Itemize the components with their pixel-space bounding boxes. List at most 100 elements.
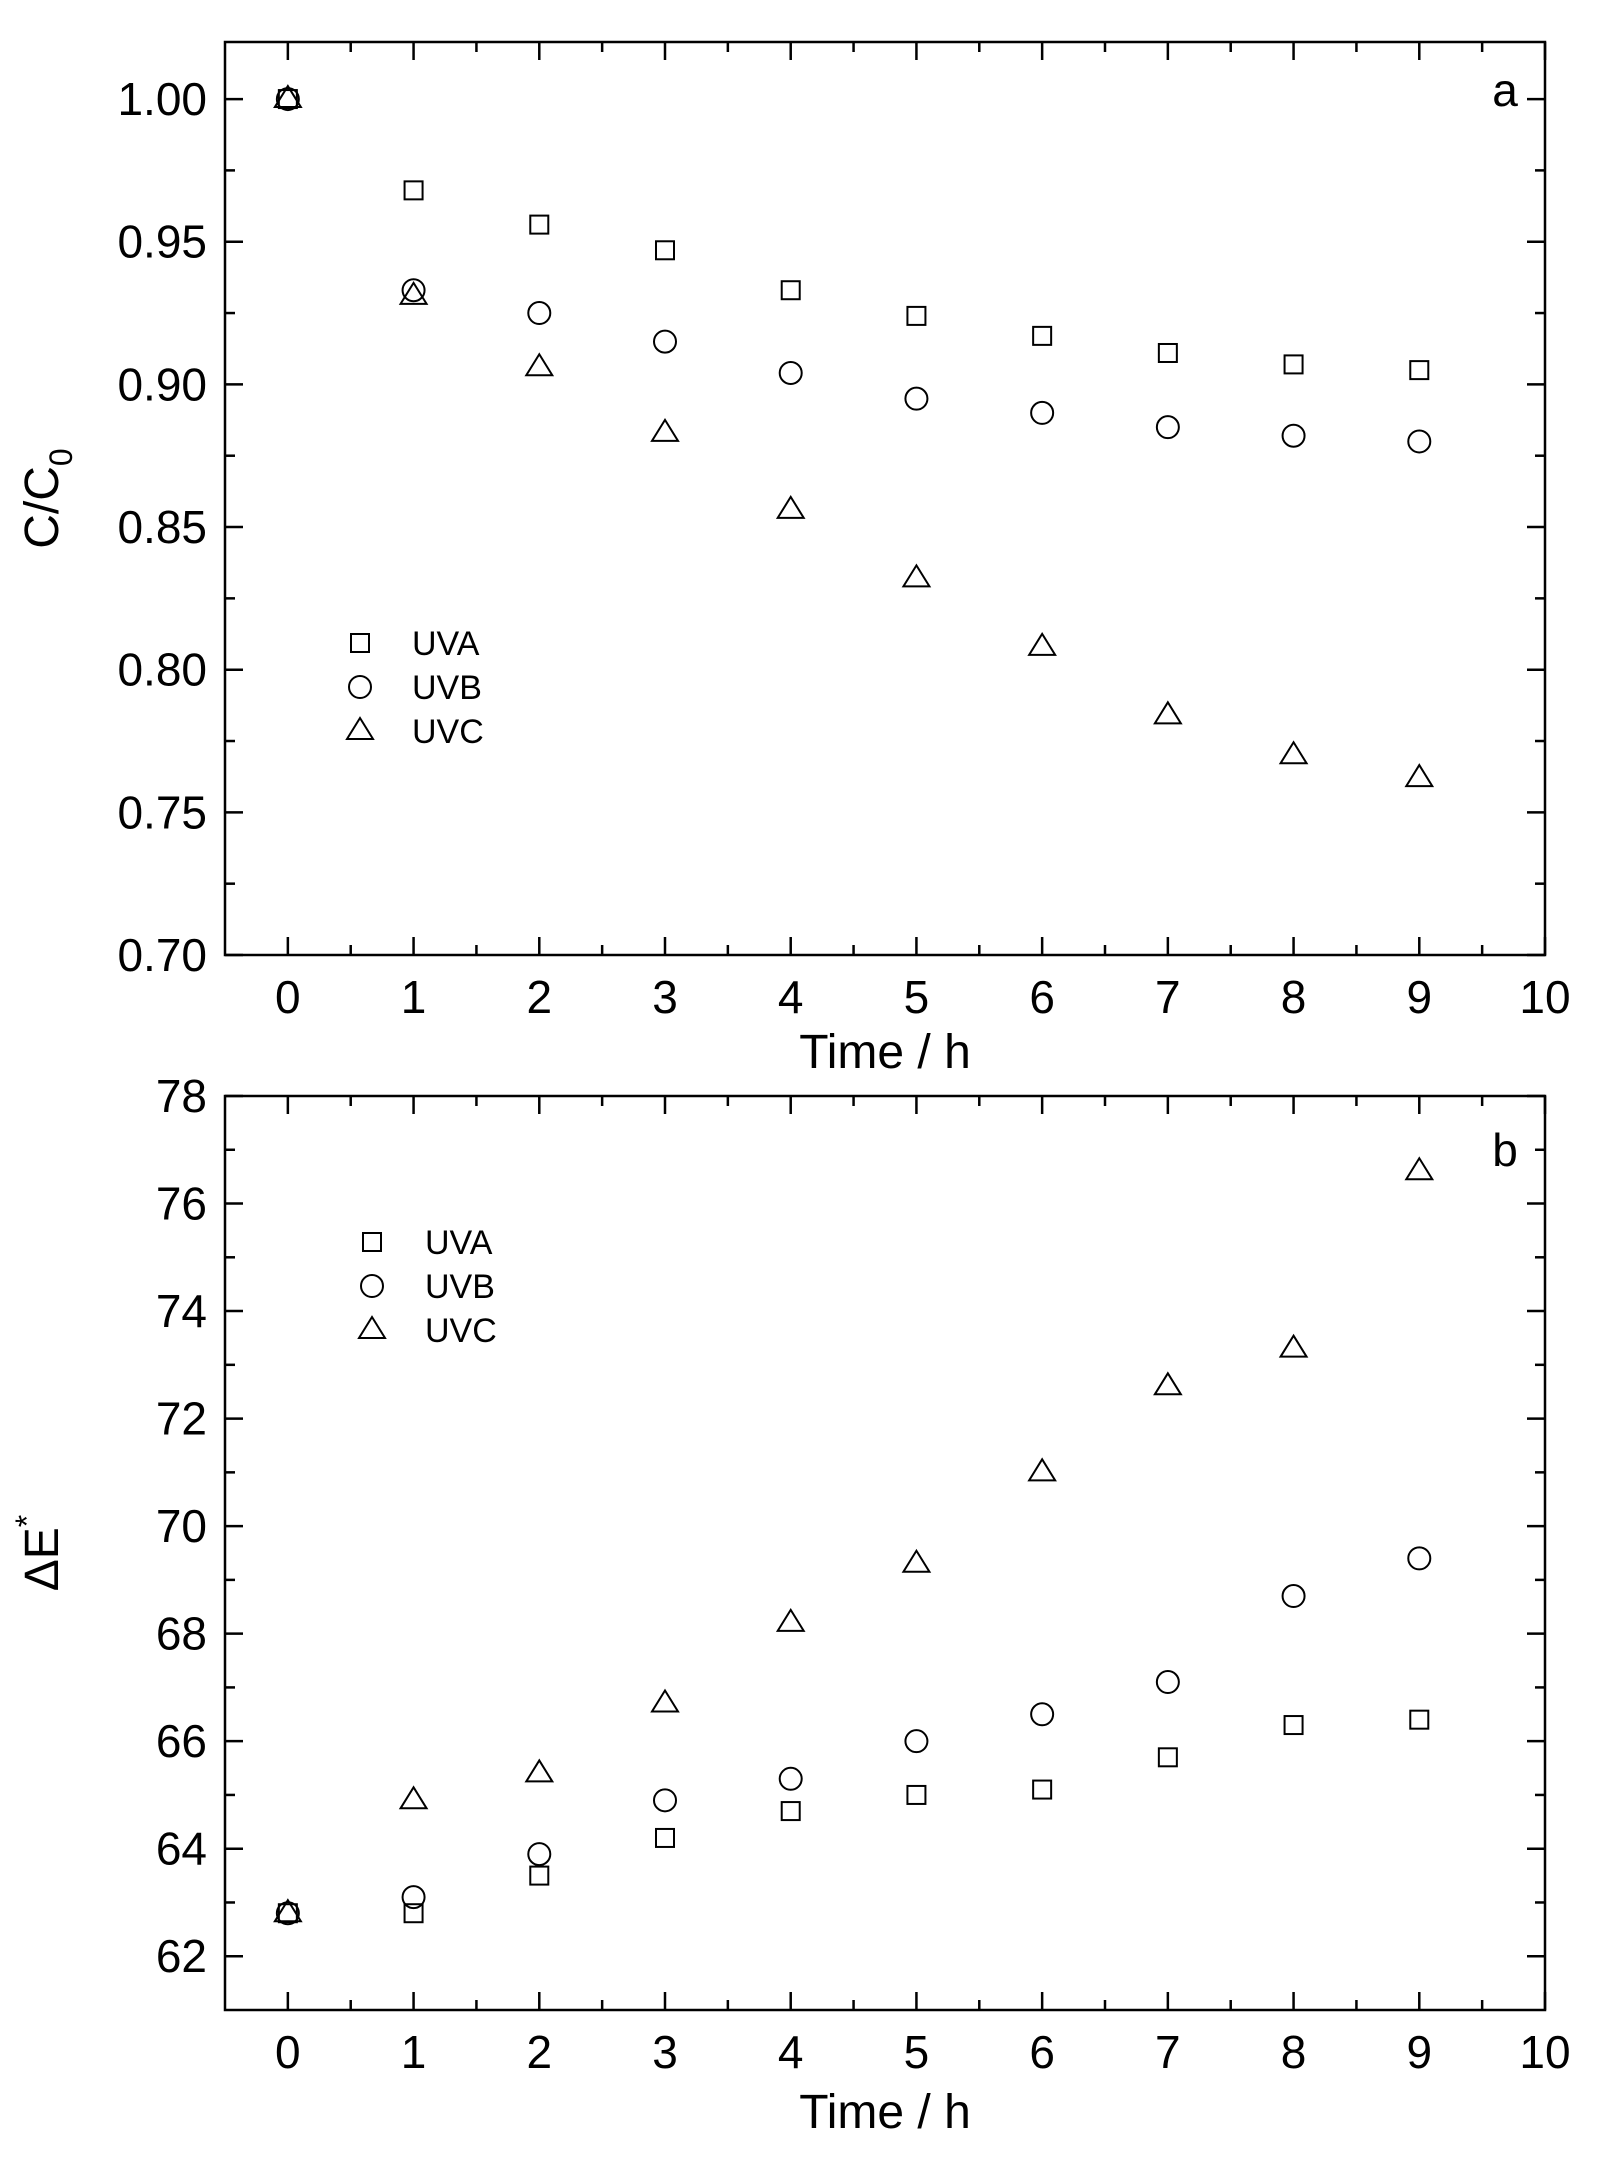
data-point-uvc bbox=[775, 1607, 806, 1632]
data-point-uvc bbox=[524, 352, 555, 377]
data-point-uvb bbox=[1281, 423, 1306, 448]
x-tick-label: 8 bbox=[1281, 971, 1307, 1023]
x-tick-label: 6 bbox=[1029, 2026, 1055, 2078]
x-tick-label: 10 bbox=[1519, 2026, 1570, 2078]
data-point-uvc bbox=[775, 494, 806, 519]
x-tick-label: 10 bbox=[1519, 971, 1570, 1023]
x-tick-label: 5 bbox=[904, 971, 930, 1023]
data-point-uvc bbox=[1153, 700, 1183, 725]
y-tick-label: 0.90 bbox=[117, 358, 207, 410]
data-point-uvb bbox=[275, 87, 300, 112]
plot-frame bbox=[223, 1094, 1547, 2012]
data-point-uva bbox=[780, 280, 801, 301]
data-point-uva bbox=[655, 240, 675, 261]
data-point-uva bbox=[403, 180, 424, 201]
data-point-uvc bbox=[650, 417, 680, 442]
legend-label-uva: UVA bbox=[425, 1224, 493, 1262]
data-point-uvb bbox=[653, 1788, 677, 1813]
data-point-uvb bbox=[1407, 1546, 1432, 1571]
data-point-uvc bbox=[1404, 1156, 1435, 1181]
x-tick-label: 3 bbox=[652, 2026, 678, 2078]
x-tick-label: 0 bbox=[275, 971, 301, 1023]
data-point-uva bbox=[1283, 1715, 1304, 1736]
x-tick-label: 6 bbox=[1029, 971, 1055, 1023]
legend-marker-uva bbox=[362, 1232, 382, 1252]
y-axis-title: C/C0 bbox=[16, 448, 79, 548]
legend-label-uvc: UVC bbox=[412, 713, 484, 751]
x-tick-label: 2 bbox=[526, 2026, 552, 2078]
legend: UVA UVB UVC bbox=[345, 625, 484, 751]
data-point-uvc bbox=[273, 84, 303, 109]
y-tick-label: 68 bbox=[156, 1608, 207, 1660]
data-point-uvb bbox=[527, 1842, 552, 1867]
x-tick-label: 9 bbox=[1406, 971, 1432, 1023]
data-point-uvb bbox=[904, 386, 929, 411]
data-point-uvb bbox=[1407, 429, 1432, 454]
x-tick-label: 8 bbox=[1281, 2026, 1307, 2078]
y-tick-label: 0.85 bbox=[117, 501, 207, 553]
data-point-uva bbox=[906, 1784, 927, 1805]
y-tick-label: 74 bbox=[156, 1285, 207, 1337]
y-tick-label: 0.70 bbox=[117, 929, 207, 981]
x-axis-title: Time / h bbox=[799, 1026, 971, 1079]
x-axis-title: Time / h bbox=[799, 2086, 971, 2139]
data-point-uvb bbox=[904, 1729, 929, 1754]
data-point-uvb bbox=[778, 360, 803, 385]
series-uva bbox=[277, 1709, 1430, 1924]
y-tick-label: 66 bbox=[156, 1715, 207, 1767]
data-point-uvb bbox=[527, 301, 552, 326]
data-point-uvb bbox=[275, 1901, 300, 1926]
data-point-uvc bbox=[1278, 1333, 1309, 1358]
data-point-uva bbox=[529, 214, 550, 235]
data-point-uva bbox=[655, 1827, 675, 1848]
data-point-uvc bbox=[1153, 1371, 1183, 1396]
data-point-uvc bbox=[1278, 740, 1309, 765]
data-point-uva bbox=[906, 305, 927, 326]
data-point-uva bbox=[1157, 1747, 1178, 1768]
data-point-uva bbox=[1409, 1709, 1430, 1730]
y-tick-label: 70 bbox=[156, 1500, 207, 1552]
x-tick-label: 4 bbox=[778, 971, 804, 1023]
series-uvc bbox=[273, 1156, 1435, 1923]
y-tick-label: 78 bbox=[156, 1070, 207, 1122]
x-tick-label: 7 bbox=[1155, 2026, 1181, 2078]
series-uvb bbox=[275, 87, 1432, 454]
panel-label: b bbox=[1492, 1124, 1518, 1176]
data-point-uvc bbox=[901, 563, 932, 588]
data-point-uva bbox=[1032, 1779, 1053, 1800]
x-tick-label: 9 bbox=[1406, 2026, 1432, 2078]
data-point-uvc bbox=[524, 1758, 555, 1783]
data-point-uvc bbox=[398, 281, 429, 305]
data-point-uvc bbox=[1404, 763, 1435, 788]
series-uvb bbox=[275, 1546, 1432, 1926]
plot-frame bbox=[223, 40, 1547, 957]
data-point-uvb bbox=[1155, 415, 1180, 440]
y-axis-title-subscript: 0 bbox=[43, 448, 79, 466]
legend-marker-uva bbox=[350, 633, 370, 653]
data-point-uva bbox=[1032, 325, 1053, 346]
y-tick-label: 1.00 bbox=[117, 73, 207, 125]
data-point-uvc bbox=[1027, 631, 1057, 656]
data-point-uvc bbox=[273, 1898, 303, 1923]
chart-panel-a: 0 1 2 3 4 5 6 7 8 9 10 0.70 0.75 0.80 0.85 0.90 0.95 1.00… bbox=[16, 40, 1571, 1079]
y-axis-title-main: C/C bbox=[16, 466, 69, 549]
data-point-uvb bbox=[778, 1766, 803, 1791]
series-uvc bbox=[273, 84, 1435, 788]
x-tick-label: 7 bbox=[1155, 971, 1181, 1023]
y-tick-label: 0.95 bbox=[117, 216, 207, 268]
data-point-uvb bbox=[1030, 1702, 1055, 1727]
legend-label-uvb: UVB bbox=[425, 1268, 495, 1306]
y-tick-label: 0.75 bbox=[117, 786, 207, 838]
data-point-uva bbox=[277, 1903, 298, 1924]
x-tick-label: 4 bbox=[778, 2026, 804, 2078]
panel-label: a bbox=[1492, 64, 1518, 116]
data-point-uvc bbox=[1027, 1457, 1057, 1482]
y-tick-label: 72 bbox=[156, 1393, 207, 1445]
y-tick-label: 62 bbox=[156, 1930, 207, 1982]
legend-label-uvb: UVB bbox=[412, 669, 482, 707]
data-point-uva bbox=[529, 1865, 550, 1886]
x-tick-label: 5 bbox=[904, 2026, 930, 2078]
data-point-uva bbox=[277, 89, 298, 110]
data-point-uva bbox=[1157, 342, 1178, 363]
